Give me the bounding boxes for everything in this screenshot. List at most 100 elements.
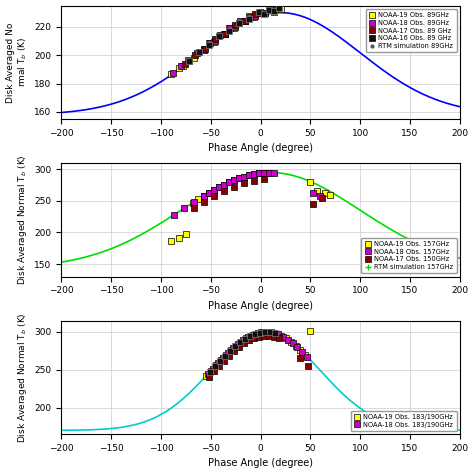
Point xyxy=(220,181,228,189)
Point xyxy=(204,370,211,378)
Point xyxy=(235,19,243,27)
Point xyxy=(310,201,317,208)
Point xyxy=(212,362,219,369)
Point xyxy=(250,334,257,342)
Point xyxy=(193,49,201,57)
Point xyxy=(245,337,253,344)
Point xyxy=(216,357,224,365)
Point xyxy=(255,9,263,17)
Point xyxy=(294,344,301,351)
Point xyxy=(250,171,257,178)
Point xyxy=(240,173,247,181)
Point xyxy=(246,332,254,340)
Point xyxy=(260,9,267,17)
Point xyxy=(260,169,267,177)
Point xyxy=(219,354,227,362)
Point xyxy=(265,6,273,13)
Point xyxy=(305,362,312,370)
Point xyxy=(226,347,234,355)
Point xyxy=(210,192,218,200)
Point xyxy=(327,191,334,199)
Point xyxy=(265,169,273,176)
Point xyxy=(226,25,234,32)
Point xyxy=(185,57,193,64)
Point xyxy=(205,42,213,49)
Point xyxy=(210,367,218,375)
X-axis label: Phase Angle (degree): Phase Angle (degree) xyxy=(208,301,313,311)
Point xyxy=(266,328,273,336)
Point xyxy=(251,330,258,337)
Point xyxy=(189,199,197,206)
Point xyxy=(239,337,246,344)
Point xyxy=(250,177,257,184)
Legend: NOAA-19 Obs. 89GHz, NOAA-18 Obs. 89GHz, NOAA-17 Obs. 89 GHz, NOAA-16 Obs. 89 GHz: NOAA-19 Obs. 89GHz, NOAA-18 Obs. 89GHz, … xyxy=(365,9,456,52)
Legend: NOAA-19 Obs. 183/190GHz, NOAA-18 Obs. 183/190GHz: NOAA-19 Obs. 183/190GHz, NOAA-18 Obs. 18… xyxy=(351,410,456,431)
Point xyxy=(292,342,299,349)
Point xyxy=(271,329,278,337)
Point xyxy=(180,205,188,212)
Point xyxy=(250,13,257,21)
Point xyxy=(260,332,267,340)
Point xyxy=(282,335,289,342)
Point xyxy=(207,367,215,374)
Point xyxy=(270,169,277,176)
Point xyxy=(206,368,214,375)
Point xyxy=(317,192,324,200)
Point xyxy=(255,170,263,177)
Point xyxy=(234,340,242,348)
Point xyxy=(304,353,311,361)
Point xyxy=(210,38,218,46)
Point xyxy=(255,333,263,340)
Point xyxy=(289,339,296,347)
Point xyxy=(256,8,264,16)
Point xyxy=(229,345,237,352)
Point xyxy=(220,181,228,189)
Point xyxy=(275,5,283,12)
Point xyxy=(230,176,237,184)
Point xyxy=(221,30,228,38)
Point xyxy=(200,46,208,54)
Point xyxy=(270,333,277,341)
Point xyxy=(301,351,309,359)
Point xyxy=(194,196,201,203)
Point xyxy=(307,178,314,185)
Point xyxy=(262,328,269,336)
Y-axis label: Disk Averaged Normal T$_b$ (K): Disk Averaged Normal T$_b$ (K) xyxy=(16,312,29,443)
Point xyxy=(182,230,190,238)
Point xyxy=(237,338,245,346)
Point xyxy=(319,195,326,202)
Point xyxy=(271,6,278,13)
Point xyxy=(184,56,191,64)
Point xyxy=(181,60,189,67)
Point xyxy=(230,347,237,355)
Point xyxy=(191,51,199,59)
Point xyxy=(256,329,264,337)
Point xyxy=(272,330,279,337)
Point xyxy=(265,332,273,340)
Point xyxy=(210,186,218,194)
Point xyxy=(225,179,233,186)
Point xyxy=(240,179,247,187)
Point xyxy=(310,189,317,197)
Point xyxy=(225,179,233,186)
Point xyxy=(215,32,223,39)
Point xyxy=(200,46,208,53)
Point xyxy=(236,338,244,346)
Point xyxy=(205,189,213,197)
Point xyxy=(190,204,198,212)
Point xyxy=(264,328,272,336)
Point xyxy=(215,183,223,191)
Point xyxy=(169,69,177,76)
Point xyxy=(275,335,283,342)
Point xyxy=(274,330,282,338)
Point xyxy=(277,332,284,339)
Point xyxy=(179,62,187,70)
Point xyxy=(205,373,213,381)
Point xyxy=(257,328,264,336)
Y-axis label: Disk Averaged Normal T$_b$ (K): Disk Averaged Normal T$_b$ (K) xyxy=(16,155,29,285)
Point xyxy=(297,346,304,354)
Point xyxy=(217,356,225,364)
Point xyxy=(235,343,243,351)
Point xyxy=(167,237,175,245)
Point xyxy=(200,192,208,200)
